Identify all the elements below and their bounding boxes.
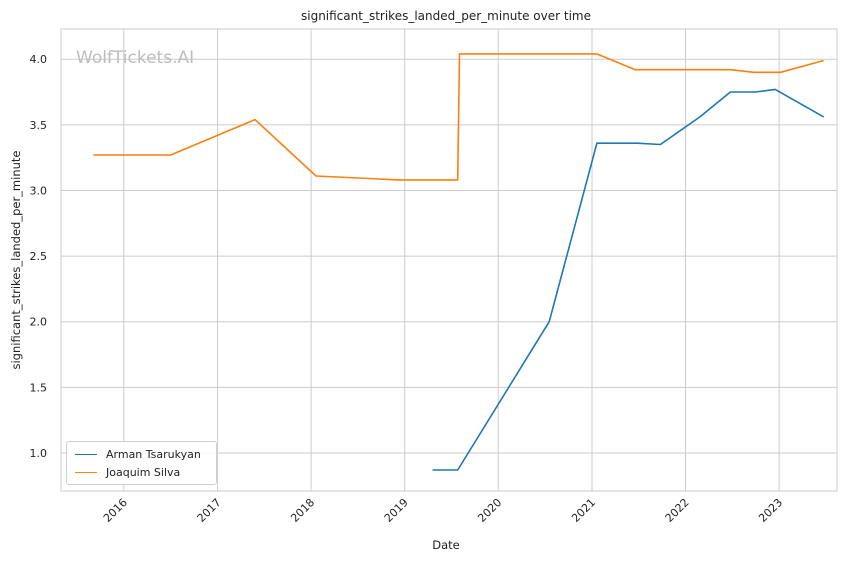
watermark: WolfTickets.AI [76,48,195,68]
x-tick-label-0: 2016 [101,496,130,525]
y-tick-label-2: 2.0 [30,316,48,329]
y-tick-label-3: 2.5 [30,250,48,263]
legend-item-series-0: Arman Tsarukyan [75,447,201,461]
y-tick-label-5: 3.5 [30,119,48,132]
legend-swatch-series-0 [75,453,97,455]
y-tick-label-1: 1.5 [30,381,48,394]
x-tick-label-3: 2019 [382,496,411,525]
x-axis-label: Date [432,538,460,552]
chart-title: significant_strikes_landed_per_minute ov… [301,9,591,23]
series-lines [93,53,825,471]
legend-label-series-1: Joaquim Silva [106,465,181,479]
y-tick-label-0: 1.0 [30,447,48,460]
x-ticks: 2016 2017 2018 2019 2020 2021 2022 2023 [101,496,785,525]
y-tick-label-4: 3.0 [30,184,48,197]
x-tick-label-4: 2020 [475,496,504,525]
plot-area [60,28,838,492]
y-axis-label: significant_strikes_landed_per_minute [9,151,23,370]
legend-swatch-series-1 [75,471,97,473]
x-tick-label-7: 2023 [756,496,785,525]
series-line-0 [432,88,825,471]
x-tick-label-1: 2017 [195,496,224,525]
x-tick-label-2: 2018 [288,496,317,525]
y-tick-label-6: 4.0 [30,53,48,66]
legend: Arman Tsarukyan Joaquim Silva [66,441,217,485]
series-line-1 [93,53,824,181]
y-ticks: 1.0 1.5 2.0 2.5 3.0 3.5 4.0 [30,53,48,460]
legend-label-series-0: Arman Tsarukyan [106,447,201,461]
legend-item-series-1: Joaquim Silva [75,465,180,479]
x-tick-label-6: 2022 [663,496,692,525]
x-tick-label-5: 2021 [569,496,598,525]
